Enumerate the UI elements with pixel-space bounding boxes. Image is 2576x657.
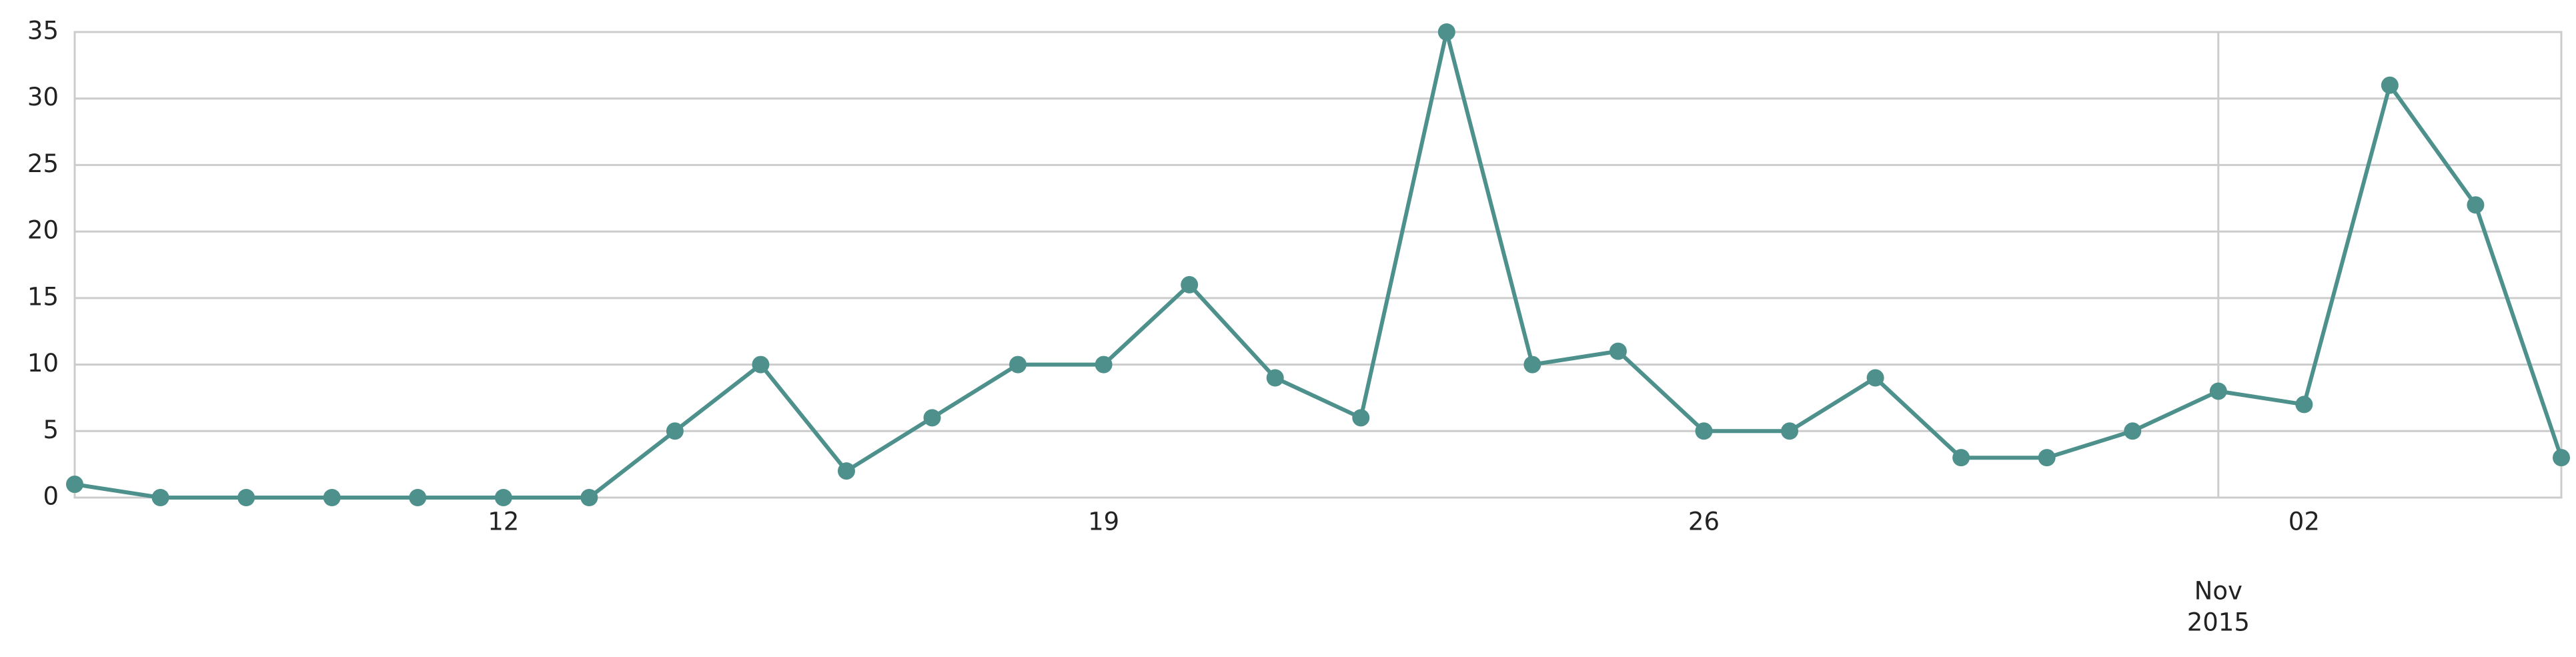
data-point bbox=[151, 489, 169, 506]
data-point bbox=[2295, 396, 2313, 414]
data-point bbox=[666, 422, 684, 440]
y-tick-label: 15 bbox=[27, 282, 59, 311]
y-axis-ticks: 0 5 10 15 20 25 30 35 bbox=[27, 17, 59, 511]
y-tick-label: 5 bbox=[43, 416, 59, 444]
x-tick-label: 12 bbox=[488, 508, 519, 536]
x-major-tick-year: 2015 bbox=[2187, 608, 2250, 637]
data-point bbox=[1437, 23, 1455, 41]
data-point bbox=[494, 489, 512, 506]
data-point bbox=[2124, 422, 2142, 440]
y-tick-label: 25 bbox=[27, 149, 59, 178]
data-point bbox=[1009, 356, 1027, 374]
x-major-tick-month: Nov bbox=[2194, 577, 2242, 606]
plot-frame bbox=[73, 31, 2563, 499]
x-tick-label: 02 bbox=[2289, 508, 2320, 536]
data-point bbox=[1952, 449, 1970, 467]
y-tick-label: 10 bbox=[27, 349, 59, 378]
data-point bbox=[237, 489, 255, 506]
data-point bbox=[323, 489, 341, 506]
x-tick-label: 26 bbox=[1688, 508, 1720, 536]
gridlines bbox=[75, 31, 2561, 499]
data-point bbox=[1695, 422, 1713, 440]
data-point bbox=[1523, 356, 1541, 374]
y-tick-label: 30 bbox=[27, 83, 59, 111]
data-point bbox=[752, 356, 770, 374]
data-point bbox=[2209, 382, 2227, 400]
data-point bbox=[923, 409, 941, 427]
series-line bbox=[74, 30, 2563, 500]
data-point bbox=[66, 476, 83, 494]
data-point bbox=[2381, 76, 2399, 94]
series-points bbox=[66, 23, 2570, 506]
data-point bbox=[409, 489, 427, 506]
y-tick-label: 20 bbox=[27, 216, 59, 245]
data-point bbox=[1266, 369, 1284, 387]
data-point bbox=[1609, 342, 1627, 360]
data-point bbox=[1181, 275, 1199, 293]
data-point bbox=[1781, 422, 1799, 440]
x-tick-label: 19 bbox=[1088, 508, 1119, 536]
data-point bbox=[1095, 356, 1113, 374]
data-point bbox=[1866, 369, 1884, 387]
data-point bbox=[2553, 449, 2570, 467]
y-tick-label: 35 bbox=[27, 17, 59, 45]
data-point bbox=[1352, 409, 1370, 427]
data-point bbox=[2467, 196, 2485, 214]
y-tick-label: 0 bbox=[43, 482, 59, 511]
data-point bbox=[837, 462, 855, 480]
data-point bbox=[580, 489, 598, 506]
data-point bbox=[2038, 449, 2056, 467]
